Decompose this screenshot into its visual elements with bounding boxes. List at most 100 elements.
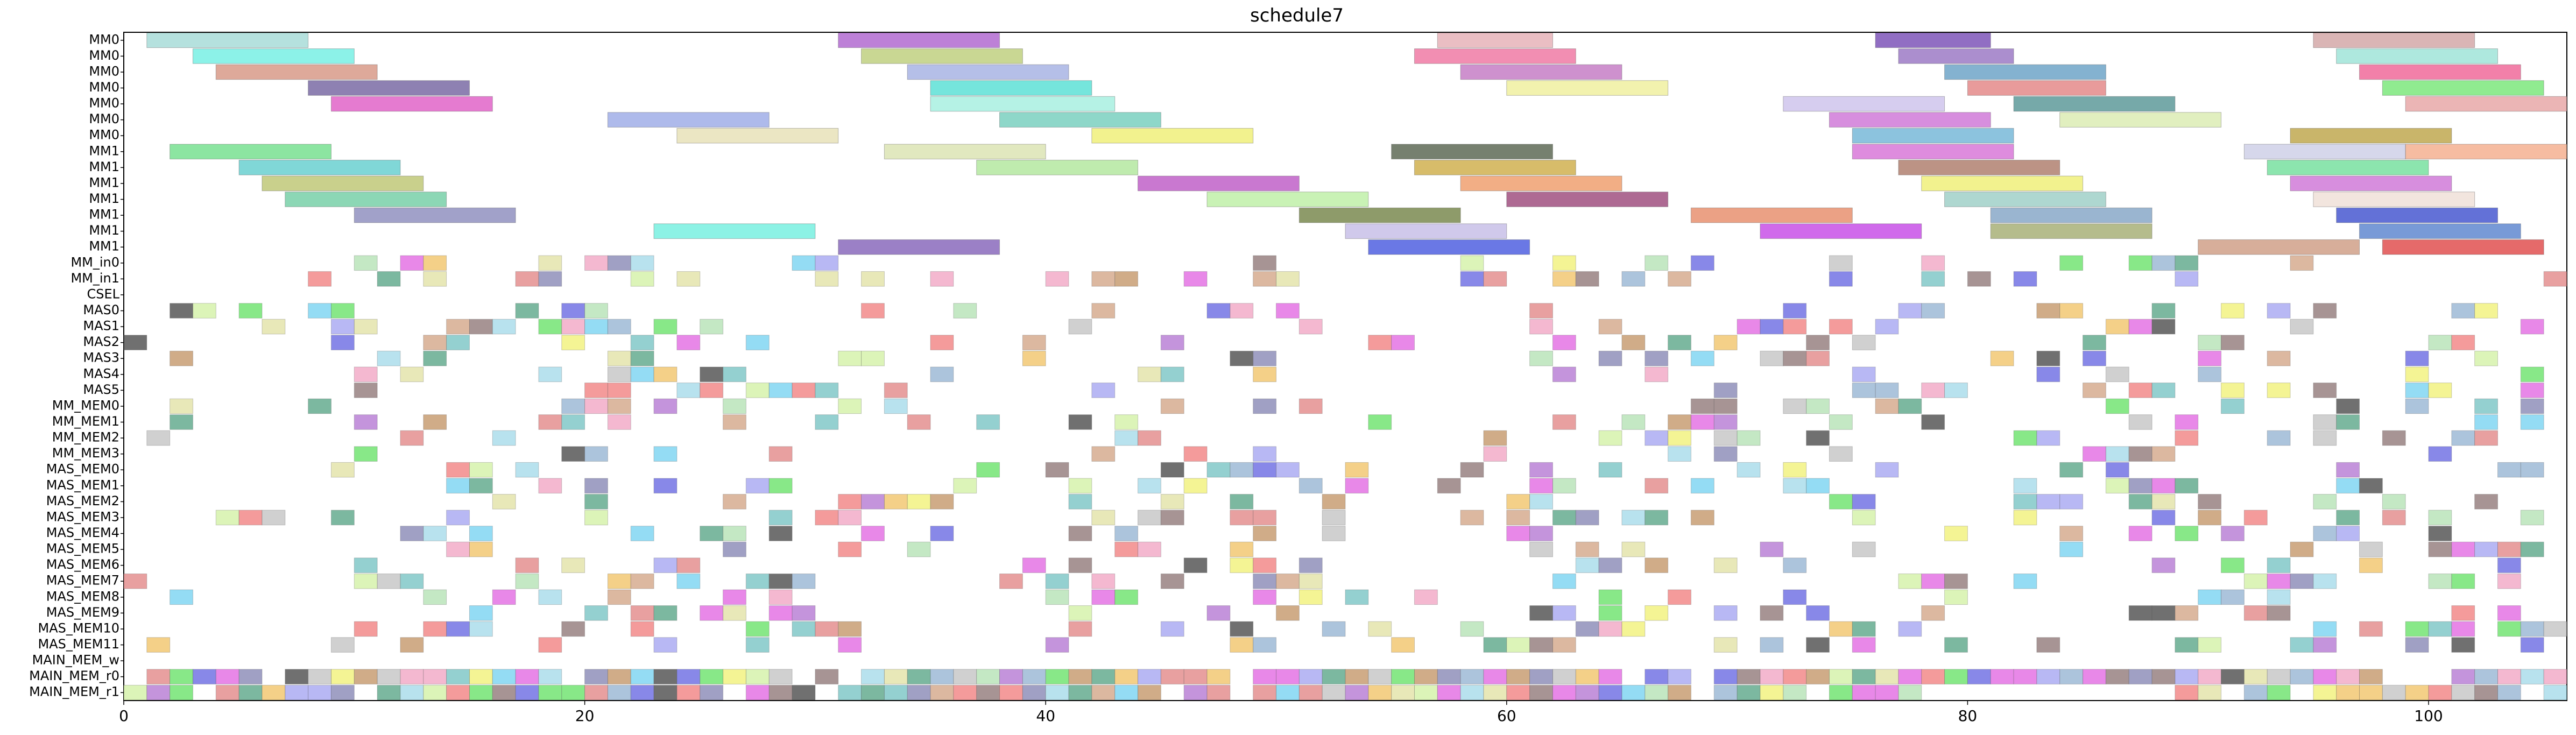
task-block (1506, 684, 1530, 701)
task-block (1944, 383, 1968, 398)
task-block (1806, 430, 1830, 446)
task-bar (262, 175, 424, 192)
task-block (330, 669, 355, 684)
task-block (1645, 478, 1669, 494)
task-block (1345, 589, 1369, 605)
task-block (2267, 684, 2291, 701)
task-block (2313, 430, 2337, 446)
task-block (1713, 446, 1738, 462)
task-block (561, 446, 585, 462)
task-block (1783, 319, 1807, 335)
task-block (838, 494, 862, 510)
task-block (792, 605, 816, 621)
task-block (1253, 557, 1277, 573)
task-bar (653, 223, 816, 239)
task-block (561, 684, 585, 701)
task-block (1345, 684, 1369, 701)
task-bar (2313, 192, 2475, 207)
task-block (2451, 621, 2475, 637)
task-bar (1506, 192, 1669, 207)
task-block (630, 350, 654, 366)
task-block (2497, 541, 2521, 557)
task-block (1138, 684, 1161, 701)
y-tick-label: MM_MEM1 (52, 414, 119, 429)
task-block (2036, 303, 2060, 319)
task-block (584, 605, 608, 621)
task-block (1160, 573, 1184, 589)
task-block (1990, 350, 2014, 366)
task-block (1253, 255, 1277, 271)
task-block (2198, 637, 2222, 653)
task-block (745, 669, 770, 684)
task-block (1806, 478, 1830, 494)
task-block (861, 526, 885, 541)
task-block (768, 526, 793, 541)
task-block (2151, 510, 2176, 526)
task-bar (170, 144, 331, 160)
task-block (2313, 637, 2337, 653)
task-block (1322, 510, 1346, 526)
task-block (1206, 462, 1231, 478)
task-bar (354, 207, 516, 223)
task-block (1114, 589, 1139, 605)
task-block (1091, 510, 1116, 526)
task-block (2128, 414, 2152, 430)
task-block (838, 541, 862, 557)
task-block (2267, 430, 2291, 446)
task-block (2128, 494, 2152, 510)
task-block (469, 319, 493, 335)
task-block (170, 414, 193, 430)
task-block (400, 255, 424, 271)
task-block (1138, 541, 1161, 557)
task-block (308, 669, 331, 684)
task-block (953, 669, 977, 684)
task-block (838, 684, 862, 701)
task-block (2520, 669, 2544, 684)
task-block (768, 478, 793, 494)
task-block (1460, 684, 1484, 701)
task-block (1852, 621, 1876, 637)
task-block (492, 494, 516, 510)
task-block (1921, 255, 1945, 271)
task-block (2313, 621, 2337, 637)
task-block (2013, 669, 2037, 684)
task-block (1068, 669, 1092, 684)
task-block (2013, 478, 2037, 494)
task-block (2543, 271, 2567, 287)
task-block (423, 255, 447, 271)
task-block (1668, 446, 1691, 462)
task-block (1460, 669, 1484, 684)
task-block (653, 669, 677, 684)
task-block (2313, 669, 2337, 684)
task-block (584, 303, 608, 319)
task-block (2405, 383, 2429, 398)
task-block (1160, 398, 1184, 414)
task-bar (1138, 175, 1300, 192)
y-tick-label: MAS_MEM4 (46, 525, 119, 540)
task-block (1598, 350, 1622, 366)
task-block (2267, 303, 2291, 319)
task-block (953, 684, 977, 701)
task-block (2382, 684, 2406, 701)
task-block (653, 637, 677, 653)
task-block (170, 684, 193, 701)
task-block (723, 526, 746, 541)
task-block (815, 414, 839, 430)
y-tick-label: MM1 (89, 207, 119, 222)
task-block (446, 335, 470, 350)
task-block (1114, 684, 1139, 701)
task-block (1552, 271, 1576, 287)
task-block (1552, 255, 1576, 271)
task-bar (1944, 192, 2106, 207)
task-block (976, 684, 1000, 701)
task-block (1298, 478, 1323, 494)
task-block (2313, 526, 2337, 541)
task-block (930, 494, 954, 510)
task-block (723, 605, 746, 621)
task-block (1114, 541, 1139, 557)
task-block (1253, 684, 1277, 701)
task-block (1898, 669, 1922, 684)
task-block (400, 684, 424, 701)
